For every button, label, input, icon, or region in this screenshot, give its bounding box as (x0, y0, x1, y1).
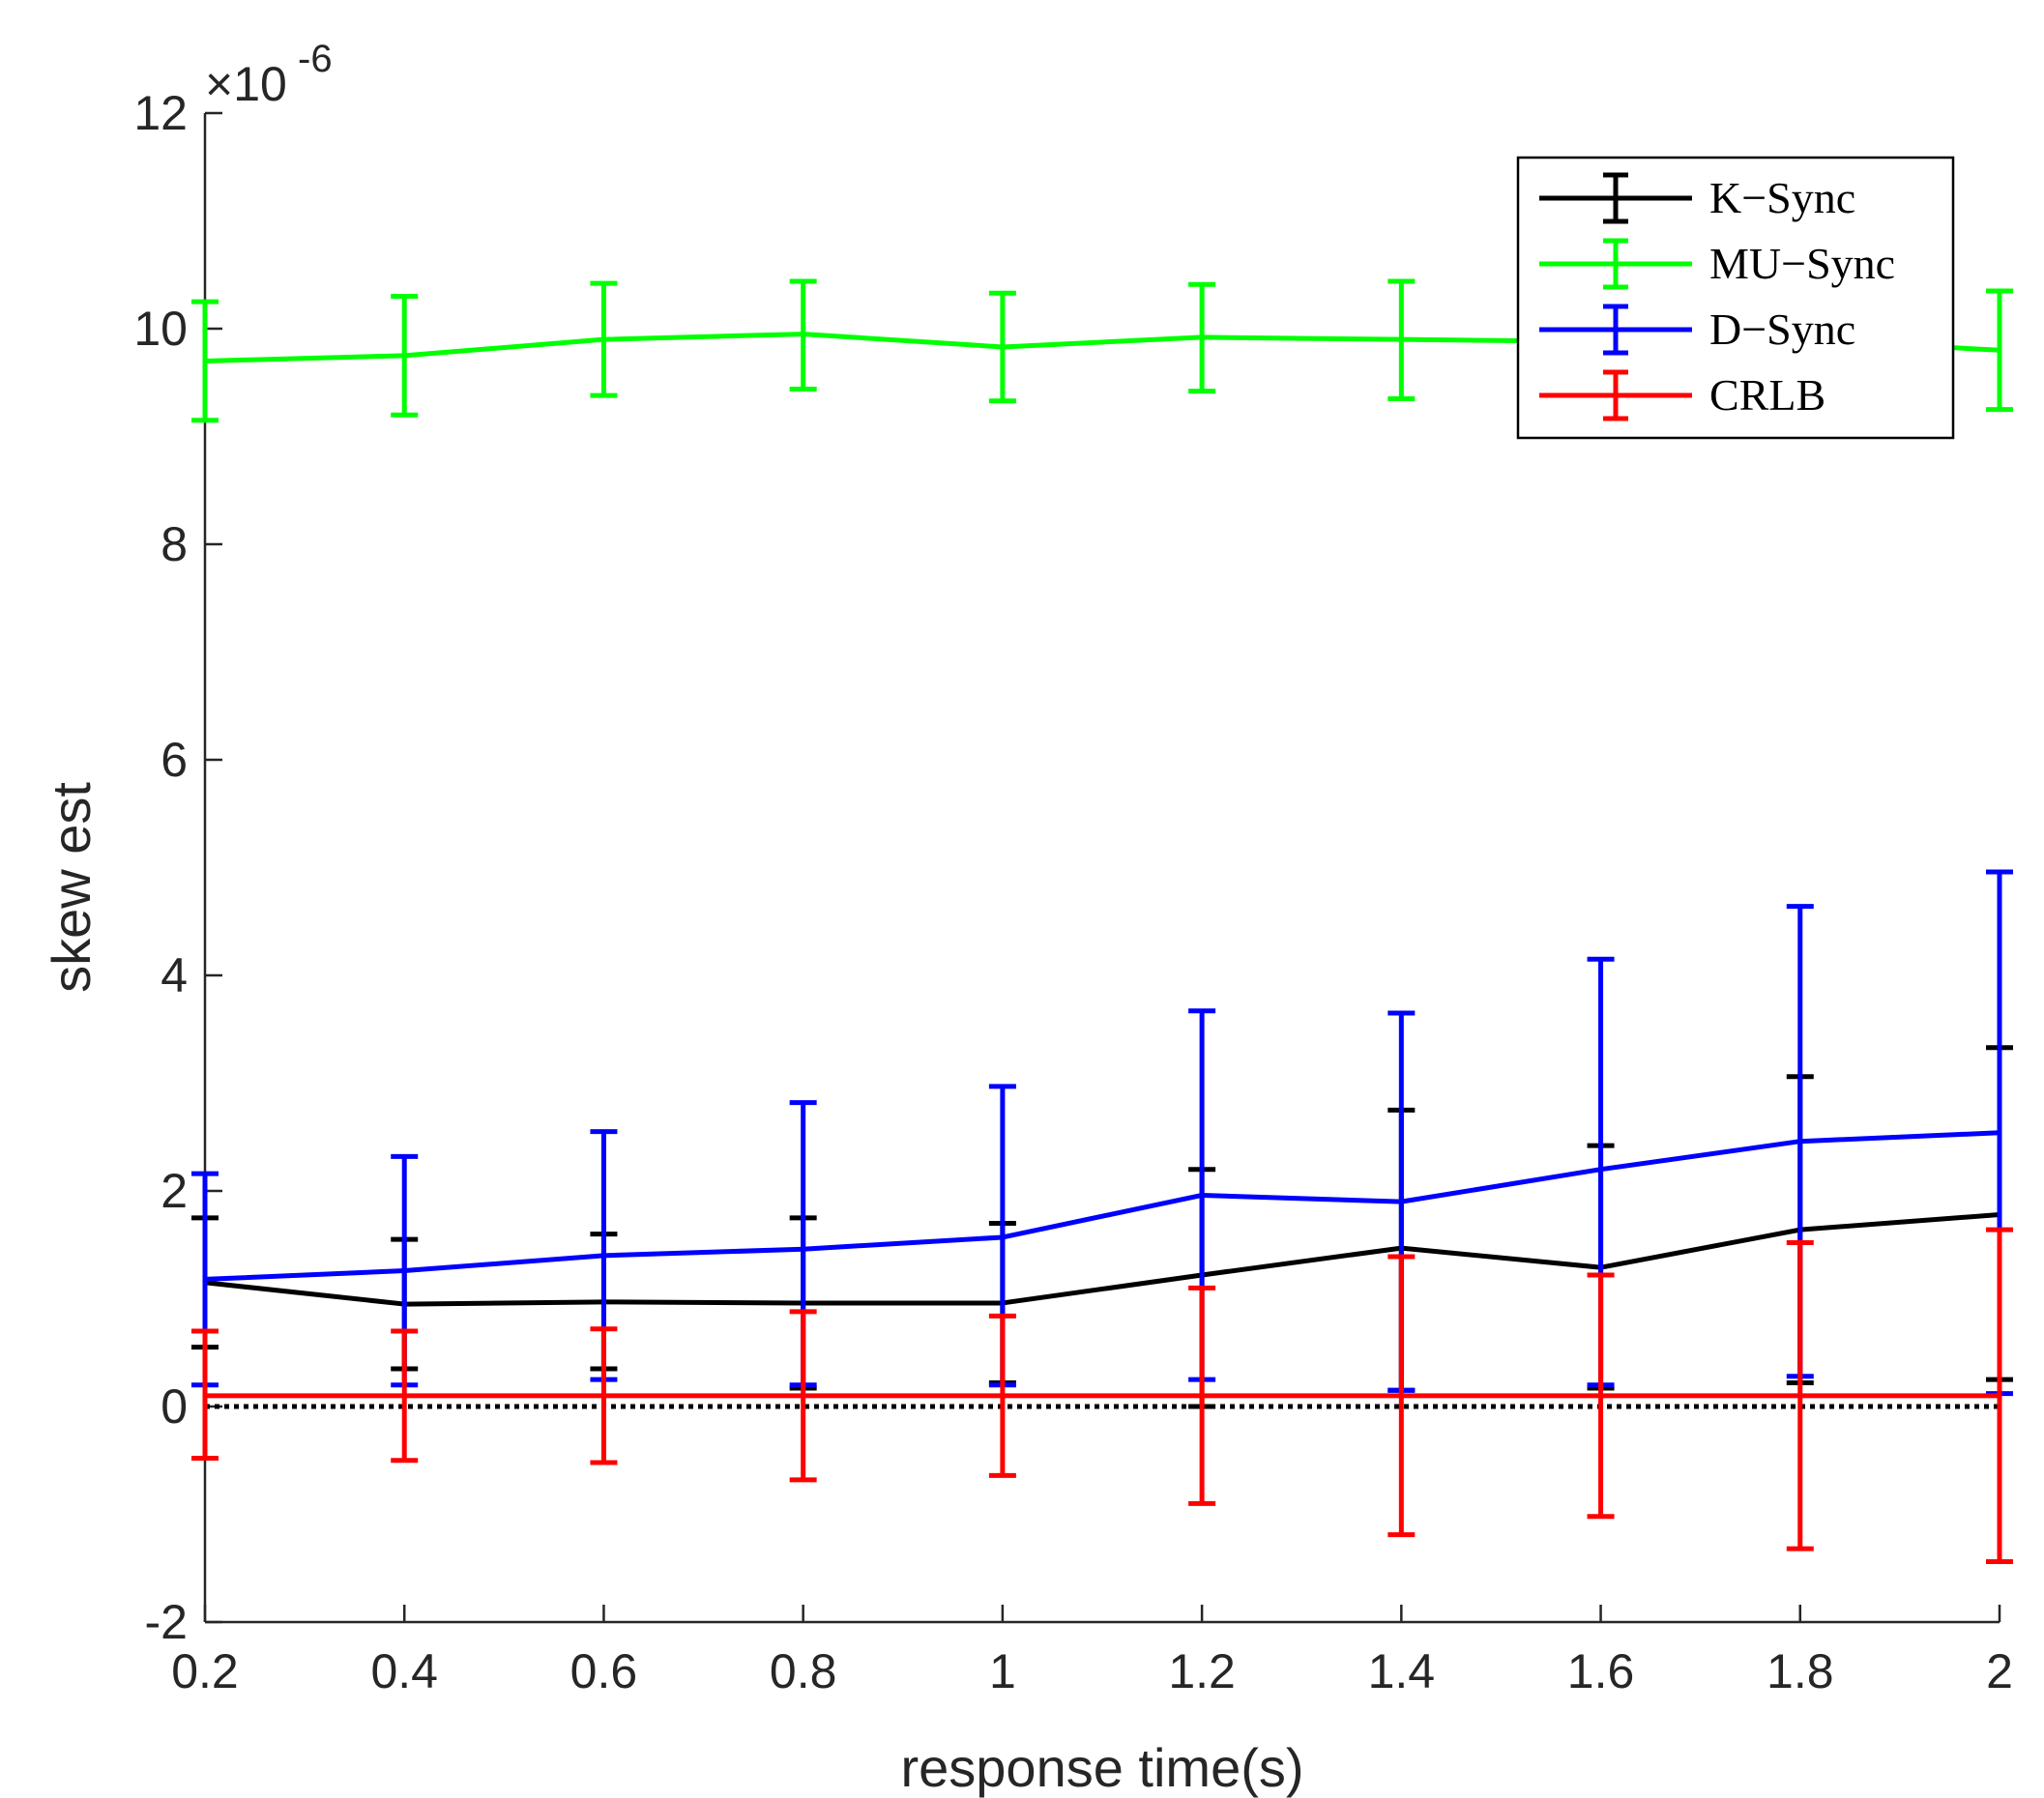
legend-label: K−Sync (1709, 173, 1855, 222)
legend-item[interactable]: K−Sync (1539, 172, 1855, 224)
legend-item[interactable]: D−Sync (1539, 304, 1855, 356)
legend-item[interactable]: MU−Sync (1539, 238, 1895, 290)
y-axis-title: skew est (41, 782, 102, 993)
y-tick-label: 2 (161, 1164, 188, 1218)
legend-label: CRLB (1709, 370, 1825, 420)
plot-area (191, 278, 2013, 1565)
y-exponent-base: ×10 (205, 57, 287, 111)
y-tick-label: -2 (145, 1595, 188, 1649)
series-line (204, 1212, 2000, 1307)
y-tick-label: 10 (133, 302, 188, 356)
y-tick-label: 0 (161, 1379, 188, 1434)
x-tick-label: 0.6 (570, 1644, 638, 1698)
series-d-sync (191, 869, 2013, 1397)
legend-label: MU−Sync (1709, 239, 1895, 288)
x-tick-label: 0.4 (370, 1644, 438, 1698)
y-exponent-power: -6 (298, 38, 333, 80)
legend-label: D−Sync (1709, 304, 1855, 354)
series-k-sync (191, 1045, 2013, 1409)
series-crlb (191, 1227, 2013, 1565)
x-tick-label: 1.4 (1368, 1644, 1436, 1698)
y-tick-label: 6 (161, 733, 188, 787)
y-axis-exponent: ×10 -6 (205, 38, 333, 111)
legend-box (1516, 156, 1955, 440)
x-tick-label: 0.2 (171, 1644, 239, 1698)
legend-item[interactable]: CRLB (1539, 369, 1825, 421)
x-tick-label: 1.6 (1567, 1644, 1635, 1698)
y-axis: -2 0 2 4 6 8 10 12 (133, 86, 222, 1649)
x-tick-label: 0.8 (770, 1644, 837, 1698)
legend[interactable]: K−Sync MU−Sync D−Sync CRLB (1516, 156, 1955, 440)
y-tick-label: 12 (133, 86, 188, 140)
x-tick-label: 1.2 (1168, 1644, 1236, 1698)
y-tick-label: 8 (161, 517, 188, 571)
x-axis-title: response time(s) (900, 1737, 1303, 1798)
x-tick-label: 2 (1986, 1644, 2013, 1698)
x-axis: 0.2 0.4 0.6 0.8 1 1.2 1.4 1.6 1.8 2 (171, 1605, 2013, 1698)
x-tick-label: 1 (989, 1644, 1016, 1698)
x-tick-label: 1.8 (1767, 1644, 1834, 1698)
series-line (204, 1130, 2000, 1282)
y-tick-label: 4 (161, 948, 188, 1002)
